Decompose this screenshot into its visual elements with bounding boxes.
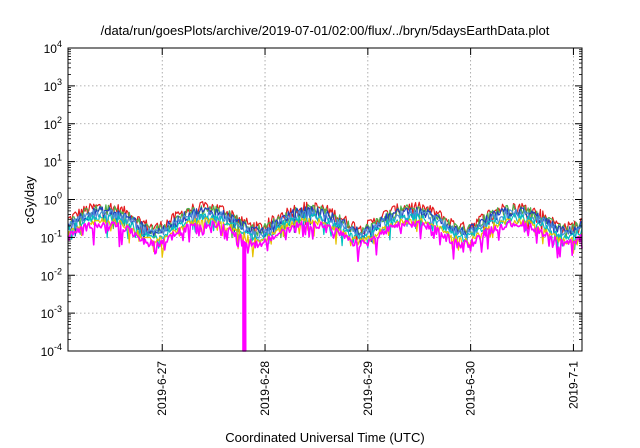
y-tick-label: 10-1: [41, 228, 62, 245]
y-tick-label: 102: [44, 115, 62, 132]
y-axis: 10-4 10-3 10-2 10-1 100 101 102 103 104: [41, 39, 582, 359]
x-axis-label: Coordinated Universal Time (UTC): [225, 430, 424, 445]
y-tick-label: 10-2: [41, 266, 62, 283]
x-tick-label: 2019-6-27: [155, 361, 169, 416]
x-tick-label: 2019-6-29: [361, 361, 375, 416]
y-tick-label: 10-4: [41, 342, 62, 359]
chart-title: /data/run/goesPlots/archive/2019-07-01/0…: [101, 23, 550, 38]
x-tick-label: 2019-6-28: [258, 361, 272, 416]
y-axis-label: cGy/day: [22, 176, 37, 224]
y-tick-label: 100: [44, 191, 62, 208]
x-tick-label: 2019-7-1: [566, 361, 580, 409]
grid: [68, 48, 582, 351]
y-tick-label: 103: [44, 77, 62, 94]
series-line: [68, 221, 582, 352]
y-tick-label: 10-3: [41, 304, 62, 321]
y-tick-label: 104: [44, 39, 62, 56]
y-tick-label: 101: [44, 153, 62, 170]
x-tick-label: 2019-6-30: [464, 361, 478, 416]
series-group: [68, 202, 582, 351]
